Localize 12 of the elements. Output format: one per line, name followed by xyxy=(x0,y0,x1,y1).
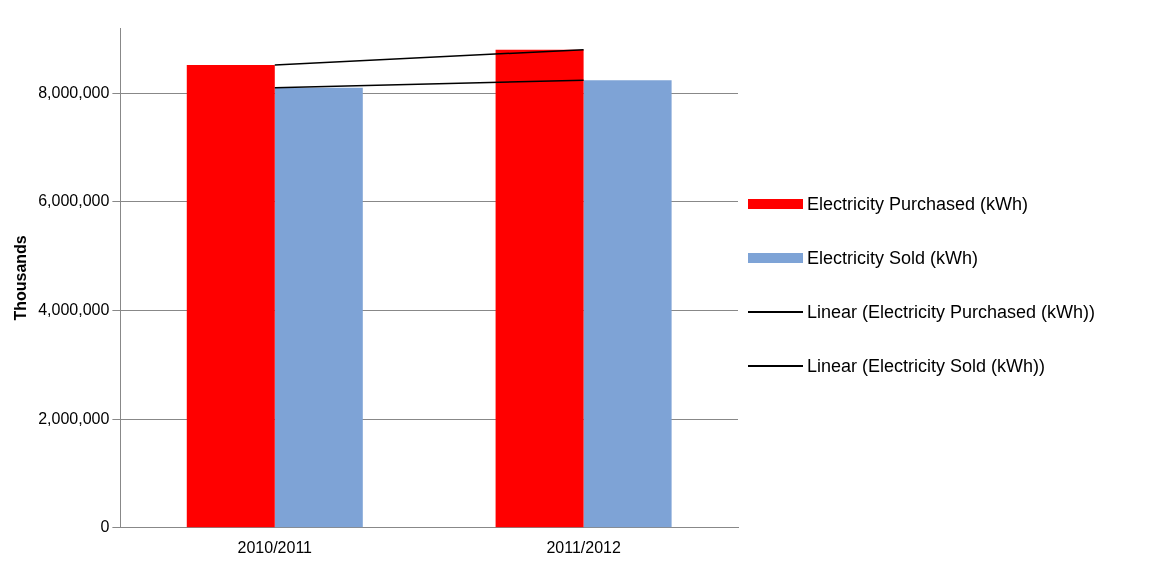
y-tick-label: 2,000,000 xyxy=(38,409,110,427)
x-tick-label: 2010/2011 xyxy=(237,538,313,556)
x-tick-label: 2011/2012 xyxy=(546,538,621,556)
legend-label: Linear (Electricity Sold (kWh)) xyxy=(807,354,1046,377)
y-tick-label: 8,000,000 xyxy=(38,83,110,101)
y-tick-label: 6,000,000 xyxy=(38,192,110,210)
legend-label: Linear (Electricity Purchased (kWh)) xyxy=(807,300,1096,323)
legend-label: Electricity Sold (kWh) xyxy=(807,246,979,269)
y-tick-label: 4,000,000 xyxy=(38,300,110,318)
legend-label: Electricity Purchased (kWh) xyxy=(807,192,1029,215)
y-axis-title: Thousands xyxy=(12,235,30,321)
y-tick-label: 0 xyxy=(100,518,110,536)
